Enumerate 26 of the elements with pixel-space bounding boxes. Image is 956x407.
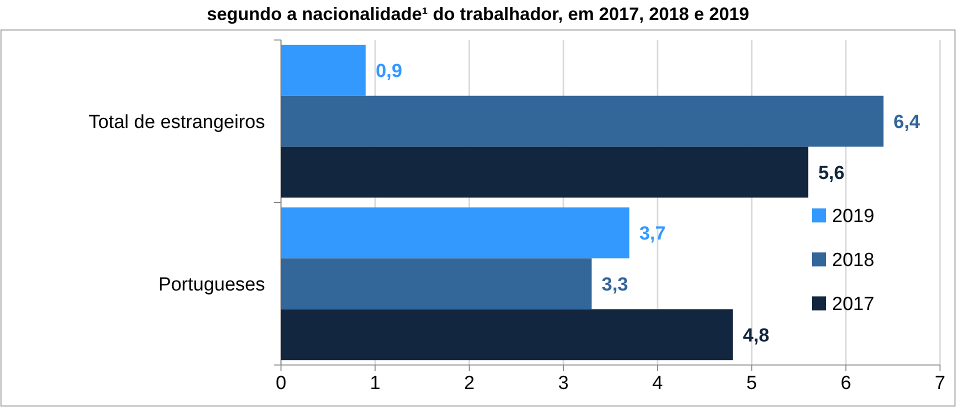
data-label: 0,9 [376, 60, 402, 82]
data-label: 5,6 [818, 162, 845, 184]
legend-label: 2019 [832, 206, 874, 228]
bar [281, 96, 884, 147]
legend-label: 2017 [832, 294, 874, 316]
bar [281, 146, 808, 198]
data-label: 4,8 [742, 325, 770, 346]
x-tick-label: 6 [840, 373, 852, 394]
x-tick-label: 5 [746, 373, 758, 394]
bar [281, 44, 366, 96]
x-tick-label: 2 [464, 373, 475, 394]
data-label: 3,7 [639, 223, 666, 244]
x-tick-label: 0 [276, 373, 286, 394]
bar [281, 309, 733, 360]
y-tick-label: Portugueses [158, 274, 265, 296]
data-label: 3,3 [602, 274, 628, 296]
x-tick-label: 1 [370, 373, 380, 394]
bar [281, 258, 592, 310]
chart-title: segundo a nacionalidade¹ do trabalhador, em 2017, 2018 e 2019 [206, 4, 750, 24]
bar [281, 207, 630, 258]
y-tick-label: Total de estrangeiros [88, 112, 265, 133]
data-label: 6,4 [894, 112, 920, 133]
x-tick-label: 4 [652, 373, 664, 394]
x-tick-label: 3 [558, 373, 569, 394]
x-tick-label: 7 [934, 373, 946, 394]
legend-label: 2018 [832, 250, 874, 272]
